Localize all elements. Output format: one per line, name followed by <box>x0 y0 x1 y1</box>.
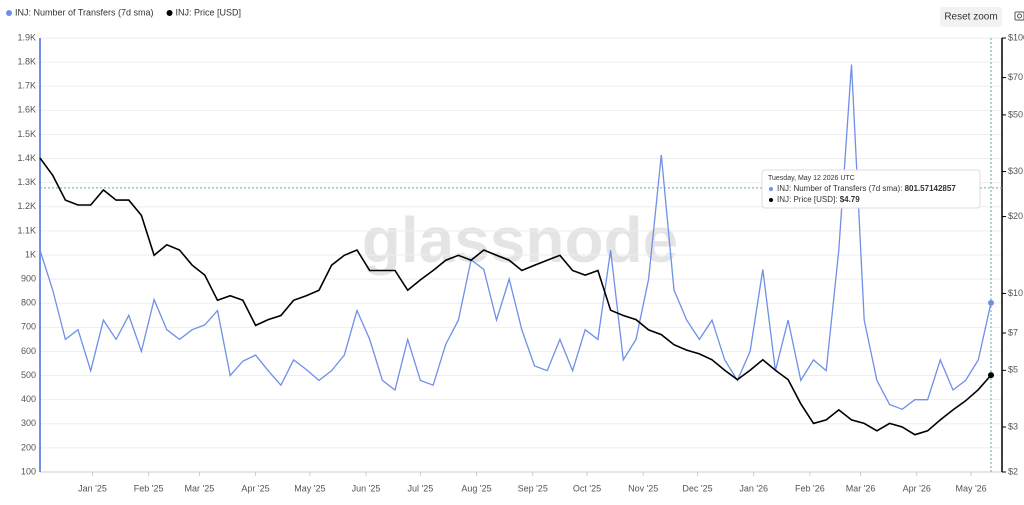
y2-tick-label: $5 <box>1008 365 1018 375</box>
legend-marker <box>166 10 173 16</box>
tooltip-series-name: INJ: Price [USD] <box>777 195 835 204</box>
y-tick-label: 1.4K <box>17 153 36 163</box>
x-tick-label: Mar '26 <box>846 483 876 493</box>
y2-tick-label: $100 <box>1008 32 1024 42</box>
y2-tick-label: $20 <box>1008 211 1023 221</box>
y2-tick-label: $3 <box>1008 421 1018 431</box>
y-tick-label: 1.9K <box>17 32 36 42</box>
y2-tick-label: $70 <box>1008 72 1023 82</box>
hover-point <box>988 299 994 306</box>
watermark: glassnode <box>362 204 679 276</box>
y2-tick-label: $2 <box>1008 466 1018 476</box>
x-tick-label: Feb '26 <box>795 483 825 493</box>
tooltip: Tuesday, May 12 2026 UTC INJ: Number of T… <box>761 169 981 209</box>
tooltip-sep: : <box>900 184 904 193</box>
tooltip-dot <box>769 198 773 202</box>
tooltip-series-name: INJ: Number of Transfers (7d sma) <box>777 184 900 193</box>
y2-tick-label: $7 <box>1008 327 1018 337</box>
x-tick-label: Jan '26 <box>739 483 768 493</box>
y2-tick-label: $50 <box>1008 109 1023 119</box>
tooltip-dot <box>769 187 773 191</box>
series-line <box>39 64 992 411</box>
y-tick-label: 1.6K <box>17 105 36 115</box>
series-line <box>39 157 992 436</box>
legend-label: INJ: Number of Transfers (7d sma) <box>15 7 154 17</box>
y-tick-label: 100 <box>21 466 36 476</box>
tooltip-row: INJ: Price [USD]: $4.79 <box>777 195 860 204</box>
y2-tick-label: $10 <box>1008 288 1023 298</box>
x-tick-label: Jan '25 <box>78 483 107 493</box>
y-tick-label: 1.8K <box>17 56 36 66</box>
x-tick-label: Jul '25 <box>408 483 434 493</box>
camera-icon[interactable] <box>1014 11 1024 21</box>
x-tick-label: Mar '25 <box>185 483 215 493</box>
tooltip-title: Tuesday, May 12 2026 UTC <box>768 175 855 182</box>
x-tick-label: Apr '26 <box>903 483 931 493</box>
x-tick-label: Feb '25 <box>134 483 164 493</box>
y2-tick-label: $30 <box>1008 166 1023 176</box>
x-tick-label: Aug '25 <box>461 483 491 493</box>
y-tick-label: 1K <box>25 249 36 259</box>
y-tick-label: 400 <box>21 394 36 404</box>
y-tick-label: 1.1K <box>17 225 36 235</box>
x-tick-label: Dec '25 <box>682 483 712 493</box>
legend-label: INJ: Price [USD] <box>176 7 242 17</box>
y-tick-label: 900 <box>21 273 36 283</box>
legend-marker <box>6 10 12 16</box>
x-tick-label: Sep '25 <box>518 483 548 493</box>
reset-zoom-label[interactable]: Reset zoom <box>944 12 997 23</box>
x-tick-label: May '25 <box>294 483 325 493</box>
x-tick-label: May '26 <box>955 483 986 493</box>
tooltip-value: 801.57142857 <box>905 184 957 193</box>
y-tick-label: 600 <box>21 346 36 356</box>
hover-point <box>988 372 994 379</box>
tooltip-box <box>761 169 981 209</box>
y-tick-label: 200 <box>21 442 36 452</box>
y-tick-label: 1.5K <box>17 129 36 139</box>
tooltip-sep: : <box>835 195 839 204</box>
y-tick-label: 1.7K <box>17 81 36 91</box>
y-tick-label: 1.3K <box>17 177 36 187</box>
x-tick-label: Nov '25 <box>628 483 658 493</box>
reset-zoom-button[interactable] <box>940 7 1002 27</box>
x-tick-label: Jun '25 <box>352 483 381 493</box>
y-tick-label: 300 <box>21 418 36 428</box>
y-tick-label: 800 <box>21 298 36 308</box>
y-tick-label: 500 <box>21 370 36 380</box>
x-tick-label: Oct '25 <box>573 483 601 493</box>
tooltip-row: INJ: Number of Transfers (7d sma): 801.5… <box>777 184 956 193</box>
y-tick-label: 700 <box>21 322 36 332</box>
y-tick-label: 1.2K <box>17 201 36 211</box>
x-tick-label: Apr '25 <box>241 483 269 493</box>
tooltip-value: $4.79 <box>840 195 861 204</box>
